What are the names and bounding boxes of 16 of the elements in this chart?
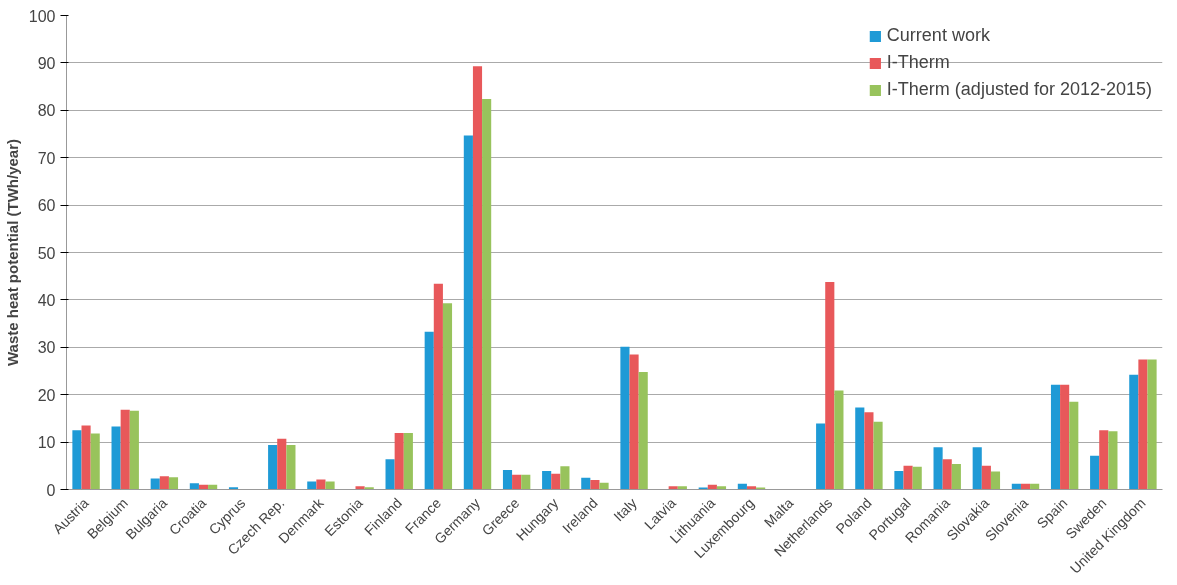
y-tick-label: 30	[37, 339, 56, 357]
y-tick-label: 10	[37, 434, 56, 452]
y-tick-label: 100	[28, 7, 56, 25]
legend-label: I-Therm (adjusted for 2012-2015)	[886, 79, 1152, 100]
legend-label: Current work	[886, 25, 990, 46]
y-tick-label: 20	[37, 386, 56, 404]
y-tick-label: 70	[37, 149, 56, 167]
y-tick-label: 50	[37, 244, 56, 262]
legend-label: I-Therm	[886, 52, 950, 73]
y-tick-label: 80	[37, 102, 56, 120]
y-tick-label: 90	[37, 54, 56, 72]
y-tick-label: 0	[46, 481, 56, 499]
y-tick-label: 60	[37, 197, 56, 215]
y-axis-title: Waste heat potential (TWh/year)	[3, 139, 21, 366]
y-tick-label: 40	[37, 291, 56, 309]
x-tick-label: Italy	[610, 494, 640, 525]
